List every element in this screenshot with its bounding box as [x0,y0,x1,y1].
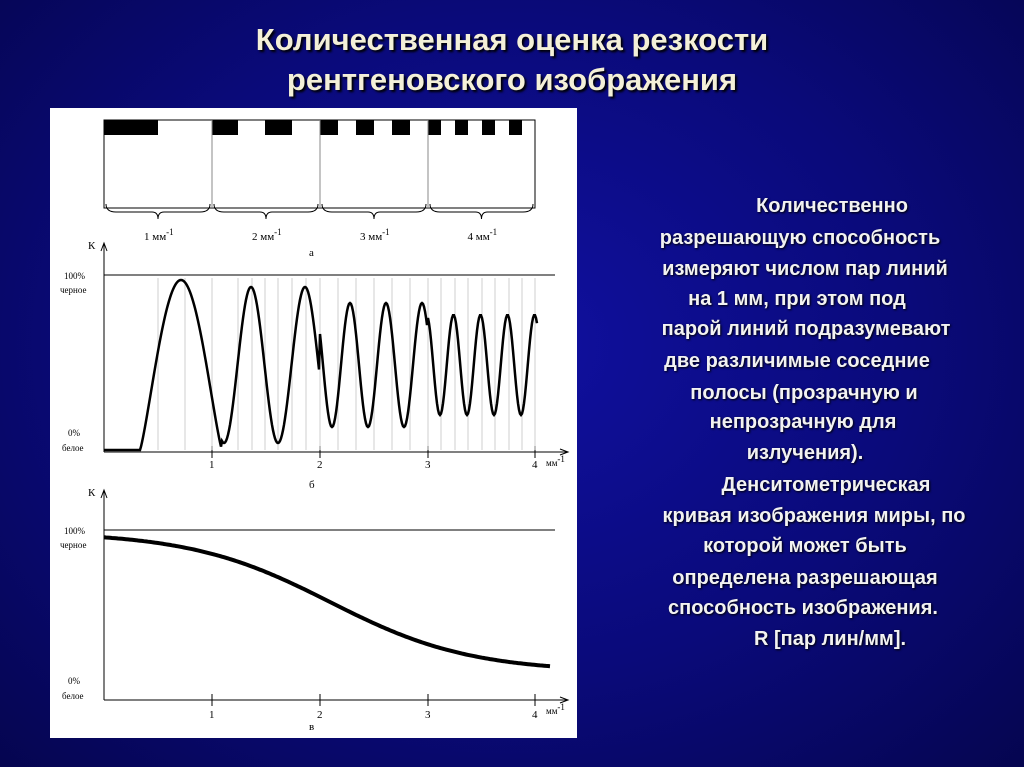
tick-label: 4 [532,709,538,721]
tick-label: 2 [317,709,323,721]
wave-curve [104,278,539,452]
axis-label: К [88,487,96,499]
text-line: две различимые соседние [664,350,930,372]
text-line: полосы (прозрачную и [690,382,917,404]
level-note: черное [60,540,86,550]
pattern-bar [455,120,468,135]
caption: а [309,247,314,259]
tick-label: 3 [425,459,431,471]
arrow [100,488,108,499]
tick-label: 2 [317,459,323,471]
axis-label: К [88,240,96,252]
group-label: 2 мм-1 [252,227,282,243]
group-label-text: 1 мм [144,231,166,243]
group-label-text: 2 мм [252,231,274,243]
unit-label: мм-1 [546,702,565,716]
arrow [559,448,570,456]
level-note: белое [62,691,84,701]
text-line: кривая изображения миры, по [663,505,966,527]
pattern-bar [320,120,338,135]
group-label: 3 мм-1 [360,227,390,243]
pattern-bar [428,120,441,135]
group-label-sup: -1 [490,227,498,237]
text-line: измеряют числом пар линий [662,258,948,280]
figure-panel [50,108,577,738]
pattern-bar [356,120,374,135]
group-label-text: 4 мм [468,231,490,243]
text-line: R [пар лин/мм]. [754,628,906,650]
figure: 1 мм-1 2 мм-1 3 мм-1 4 мм-1аК100%черное0%бе… [60,119,570,733]
pattern-bar [104,120,158,135]
title-line: Количественная оценка резкости [256,22,768,57]
brace [321,203,427,220]
brace [429,203,534,220]
level-label: 100% [64,271,86,281]
level-note: черное [60,285,86,295]
text-line: на 1 мм, при этом под [688,288,906,310]
group-label-sup: -1 [382,227,390,237]
unit-text: мм [546,706,558,716]
pattern-bar [392,120,410,135]
group-label-sup: -1 [274,227,282,237]
paragraph: Количественно разрешающую способность изме… [660,195,966,650]
group-label: 4 мм-1 [468,227,498,243]
text-line: непрозрачную для [710,411,897,433]
text-line: определена разрешающая [672,567,937,589]
title-line: рентгеновского изображения [287,62,737,97]
brace [105,203,211,220]
text-line: излучения). [747,442,864,464]
level-label: 0% [68,428,81,438]
pattern-bar [265,120,292,135]
pattern-bar [509,120,522,135]
unit-sup: -1 [557,454,565,464]
unit-label: мм-1 [546,454,565,468]
arrow [100,241,108,252]
unit-text: мм [546,458,558,468]
density-curve [103,535,551,669]
text-line: Денситометрическая [722,474,931,496]
group-label: 1 мм-1 [144,227,174,243]
level-label: 0% [68,676,81,686]
unit-sup: -1 [557,702,565,712]
group-label-text: 3 мм [360,231,382,243]
tick-label: 1 [209,709,215,721]
text-line: Количественно [756,195,908,217]
tick-label: 1 [209,459,215,471]
caption: в [309,721,314,733]
pattern-bar [212,120,238,135]
brace [213,203,319,220]
text-line: разрешающую способность [660,227,940,249]
group-label-sup: -1 [166,227,174,237]
text-line: которой может быть [703,535,907,557]
text-line: способность изображения. [668,597,938,619]
arrow [559,696,570,704]
tick-label: 3 [425,709,431,721]
tick-label: 4 [532,459,538,471]
text-line: парой линий подразумевают [662,318,951,340]
level-note: белое [62,443,84,453]
caption: б [309,479,315,491]
pattern-bar [482,120,495,135]
level-label: 100% [64,526,86,536]
